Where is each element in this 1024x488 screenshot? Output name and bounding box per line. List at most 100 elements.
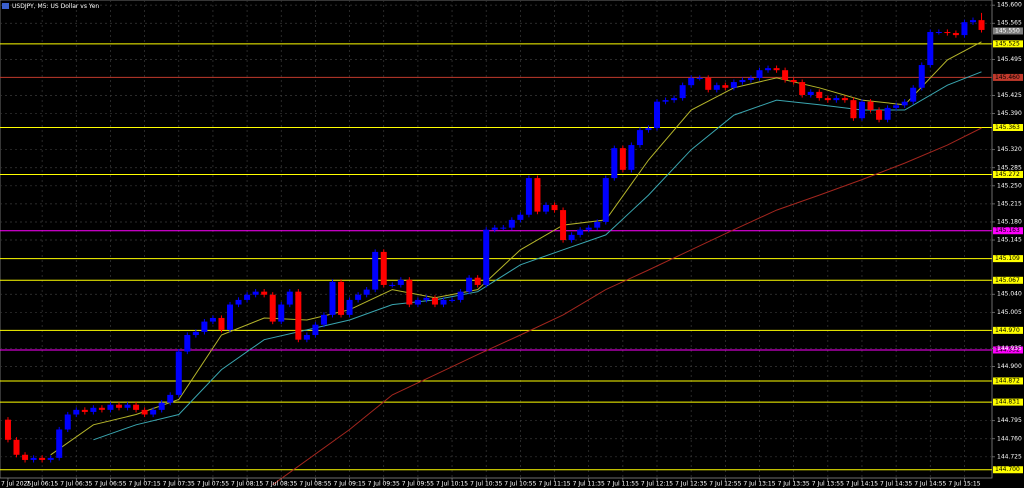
candle-body bbox=[713, 85, 720, 90]
candle-body bbox=[944, 32, 951, 34]
price-level-label: 144.700 bbox=[995, 466, 1020, 473]
candle-body bbox=[295, 291, 302, 340]
candle-body bbox=[4, 419, 11, 440]
candle-body bbox=[466, 277, 473, 292]
candle-body bbox=[175, 351, 182, 395]
candle-body bbox=[952, 33, 959, 36]
candle-body bbox=[696, 77, 703, 79]
candle-body bbox=[414, 299, 421, 305]
y-tick-label: 145.495 bbox=[997, 56, 1022, 63]
y-tick-label: 144.900 bbox=[997, 363, 1022, 370]
y-tick-label: 144.725 bbox=[997, 453, 1022, 460]
candle-body bbox=[380, 251, 387, 285]
candle-body bbox=[278, 304, 285, 322]
price-level-tag bbox=[993, 346, 1023, 354]
y-tick-label: 145.145 bbox=[997, 237, 1022, 244]
candle-body bbox=[850, 100, 857, 119]
candle-body bbox=[773, 68, 780, 71]
x-tick-label: 7 Jul 11:15 bbox=[538, 481, 570, 488]
candle-body bbox=[628, 145, 635, 170]
x-tick-label: 7 Jul 13:55 bbox=[812, 481, 844, 488]
y-tick-label: 145.320 bbox=[997, 146, 1022, 153]
candle-body bbox=[841, 98, 848, 101]
x-tick-label: 7 Jul 09:35 bbox=[368, 481, 400, 488]
candle-body bbox=[483, 229, 490, 285]
candle-body bbox=[935, 32, 942, 34]
candle-body bbox=[167, 394, 174, 403]
candle-body bbox=[747, 77, 754, 81]
candle-body bbox=[756, 70, 763, 78]
candle-body bbox=[619, 148, 626, 170]
candle-body bbox=[440, 299, 447, 305]
candle-body bbox=[141, 409, 148, 415]
y-tick-label: 145.285 bbox=[997, 164, 1022, 171]
price-level-tag bbox=[993, 40, 1023, 48]
candle-body bbox=[585, 227, 592, 230]
candle-body bbox=[73, 409, 80, 415]
y-tick-label: 145.390 bbox=[997, 110, 1022, 117]
moving-average bbox=[272, 127, 982, 486]
price-level-label: 144.872 bbox=[995, 377, 1020, 384]
candle-body bbox=[910, 87, 917, 102]
x-tick-label: 7 Jul 06:35 bbox=[60, 481, 92, 488]
candle-body bbox=[645, 128, 652, 131]
candle-body bbox=[551, 204, 558, 211]
x-tick-label: 7 Jul 08:35 bbox=[265, 481, 297, 488]
candle-body bbox=[363, 289, 370, 295]
candle-body bbox=[542, 204, 549, 212]
candle-body bbox=[739, 80, 746, 83]
price-level-tag bbox=[993, 124, 1023, 132]
candle-body bbox=[397, 279, 404, 285]
candle-body bbox=[782, 70, 789, 81]
y-tick-label: 145.180 bbox=[997, 218, 1022, 225]
candle-body bbox=[39, 457, 46, 460]
candle-body bbox=[893, 105, 900, 108]
price-level-tag bbox=[993, 170, 1023, 178]
last-price-tag bbox=[993, 27, 1023, 35]
candle-body bbox=[209, 317, 216, 322]
candle-body bbox=[431, 297, 438, 305]
candle-body bbox=[730, 82, 737, 88]
price-level-label: 144.932 bbox=[995, 346, 1020, 353]
candle-body bbox=[252, 291, 259, 295]
candle-body bbox=[389, 284, 396, 286]
candle-body bbox=[525, 178, 532, 215]
symbol-icon bbox=[2, 3, 9, 9]
price-level-tag bbox=[993, 398, 1023, 406]
candle-body bbox=[133, 404, 140, 410]
candle-body bbox=[22, 454, 29, 460]
candle-body bbox=[329, 281, 336, 315]
candle-body bbox=[98, 407, 105, 410]
candle-body bbox=[876, 109, 883, 120]
candle-body bbox=[602, 178, 609, 222]
candle-body bbox=[560, 210, 567, 241]
candle-body bbox=[636, 130, 643, 146]
candle-body bbox=[918, 65, 925, 88]
x-tick-label: 7 Jul 14:55 bbox=[914, 481, 946, 488]
candle-body bbox=[261, 291, 268, 295]
candle-body bbox=[500, 227, 507, 229]
candle-body bbox=[184, 335, 191, 352]
x-tick-label: 7 Jul 10:55 bbox=[504, 481, 536, 488]
candle-body bbox=[534, 178, 541, 212]
x-tick-label: 7 Jul 12:35 bbox=[675, 481, 707, 488]
candle-body bbox=[858, 101, 865, 119]
candle-body bbox=[303, 335, 310, 340]
price-level-label: 145.163 bbox=[995, 227, 1020, 234]
candle-body bbox=[30, 457, 37, 460]
candle-body bbox=[47, 457, 54, 460]
candle-body bbox=[244, 294, 251, 300]
price-level-label: 145.460 bbox=[995, 74, 1020, 81]
candle-body bbox=[807, 91, 814, 95]
candle-body bbox=[927, 32, 934, 66]
candle-body bbox=[320, 314, 327, 325]
candle-body bbox=[722, 85, 729, 88]
price-level-tag bbox=[993, 255, 1023, 263]
candle-body bbox=[56, 429, 63, 458]
price-level-tag bbox=[993, 73, 1023, 81]
levels: 145.525 145.460 145.363 145.272 145.163 145.1… bbox=[0, 27, 1023, 474]
candle-body bbox=[705, 77, 712, 90]
candle-body bbox=[312, 324, 319, 336]
candle-body bbox=[867, 101, 874, 110]
